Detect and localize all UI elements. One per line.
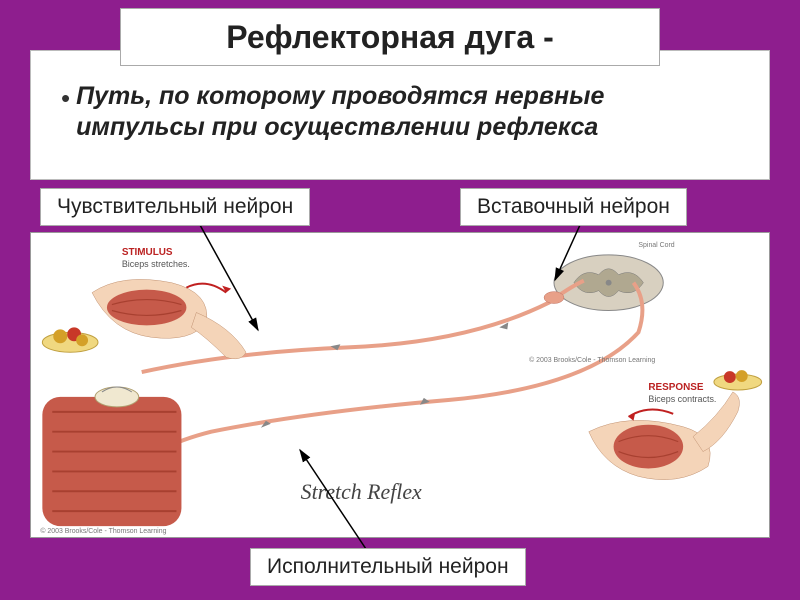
bullet-icon: • xyxy=(61,83,70,114)
response-sub: Biceps contracts. xyxy=(648,394,716,404)
spinal-label: Spinal Cord xyxy=(638,242,674,249)
stimulus-title: STIMULUS xyxy=(122,247,173,258)
copyright-text: © 2003 Brooks/Cole - Thomson Learning xyxy=(40,527,166,535)
copyright-text-2: © 2003 Brooks/Cole - Thomson Learning xyxy=(529,356,655,364)
leg-muscle-icon xyxy=(42,387,181,526)
stimulus-sub: Biceps stretches. xyxy=(122,259,190,269)
reflex-diagram: Spinal Cord STIMULUS Biceps stretches. xyxy=(31,233,769,537)
bullet-row: • Путь, по которому проводятся нервные и… xyxy=(61,81,739,144)
spinal-cord-icon: Spinal Cord xyxy=(554,242,675,311)
reflex-name-label: Stretch Reflex xyxy=(301,480,422,504)
subtitle-text: Путь, по которому проводятся нервные имп… xyxy=(76,81,739,144)
label-sensory-neuron: Чувствительный нейрон xyxy=(40,188,310,226)
title-box: Рефлекторная дуга - xyxy=(120,8,660,66)
stimulus-arm-icon: STIMULUS Biceps stretches. xyxy=(42,247,246,359)
response-title: RESPONSE xyxy=(648,382,704,393)
title-text: Рефлекторная дуга - xyxy=(226,19,553,56)
diagram-area: Spinal Cord STIMULUS Biceps stretches. xyxy=(30,232,770,538)
response-arm-icon: RESPONSE Biceps contracts. xyxy=(589,370,762,480)
label-motor-neuron: Исполнительный нейрон xyxy=(250,548,526,586)
label-inter-neuron: Вставочный нейрон xyxy=(460,188,687,226)
subtitle-box: • Путь, по которому проводятся нервные и… xyxy=(30,50,770,180)
